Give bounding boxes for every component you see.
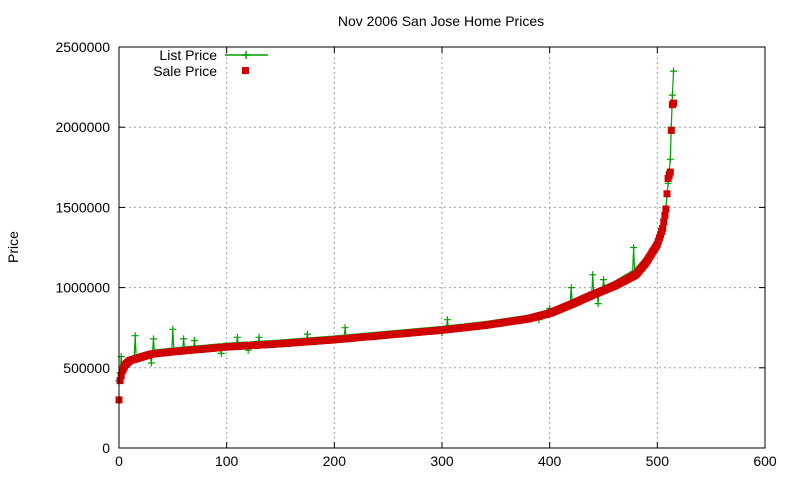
list-price-point xyxy=(600,276,607,284)
list-price-point xyxy=(341,324,349,332)
sale-price-point xyxy=(670,99,677,107)
grid xyxy=(119,47,765,448)
sale-price-point xyxy=(116,377,124,385)
list-price-point xyxy=(147,359,155,367)
list-price-point xyxy=(150,335,157,343)
x-tick-label: 400 xyxy=(538,453,562,469)
x-tick-label: 500 xyxy=(646,453,670,469)
chart-title: Nov 2006 San Jose Home Prices xyxy=(338,13,544,29)
y-tick-label: 1500000 xyxy=(55,199,110,215)
sale-price-point xyxy=(660,218,668,226)
x-tick-label: 600 xyxy=(753,453,777,469)
list-price-point xyxy=(443,316,451,324)
list-price-point xyxy=(169,325,177,333)
list-price-point xyxy=(131,332,139,340)
y-tick-label: 1000000 xyxy=(55,280,110,296)
x-tick-label: 0 xyxy=(115,453,123,469)
y-tick-label: 2000000 xyxy=(55,119,110,135)
sale-price-point xyxy=(659,224,667,232)
sale-price-point xyxy=(661,211,669,219)
plot-border xyxy=(118,46,766,449)
sale-price-point xyxy=(662,205,670,213)
list-price-point xyxy=(567,284,575,292)
legend: List Price Sale Price xyxy=(153,47,268,79)
list-price-point xyxy=(670,67,677,75)
y-tick-label: 500000 xyxy=(63,360,110,376)
list-price-point xyxy=(180,335,188,343)
sale-price-point xyxy=(117,372,125,380)
sale-price-point xyxy=(667,126,675,134)
sale-price-point xyxy=(663,190,671,198)
sale-price-point xyxy=(666,168,674,176)
list-price-point xyxy=(594,300,602,308)
list-price-point xyxy=(190,337,198,344)
list-price-point xyxy=(255,333,263,341)
legend-marker-sale-price xyxy=(242,67,249,74)
y-axis-label: Price xyxy=(5,231,21,263)
y-tick-label: 0 xyxy=(102,440,110,456)
list-price-point xyxy=(666,155,674,163)
list-price-point xyxy=(233,333,241,341)
legend-label-list-price: List Price xyxy=(159,47,217,63)
legend-marker-list-price xyxy=(242,51,250,59)
x-tick-label: 200 xyxy=(323,453,347,469)
list-price-point xyxy=(668,91,676,99)
sale-price-series xyxy=(115,99,677,404)
axis-ticks: 0 100 200 300 400 500 600 0 500000 1000000 1500000… xyxy=(55,39,776,469)
list-price-point xyxy=(589,271,597,279)
x-tick-label: 300 xyxy=(430,453,454,469)
legend-label-sale-price: Sale Price xyxy=(153,63,217,79)
list-price-point xyxy=(630,244,638,251)
x-tick-label: 100 xyxy=(215,453,239,469)
y-tick-label: 2500000 xyxy=(55,39,110,55)
list-price-point xyxy=(303,330,311,338)
